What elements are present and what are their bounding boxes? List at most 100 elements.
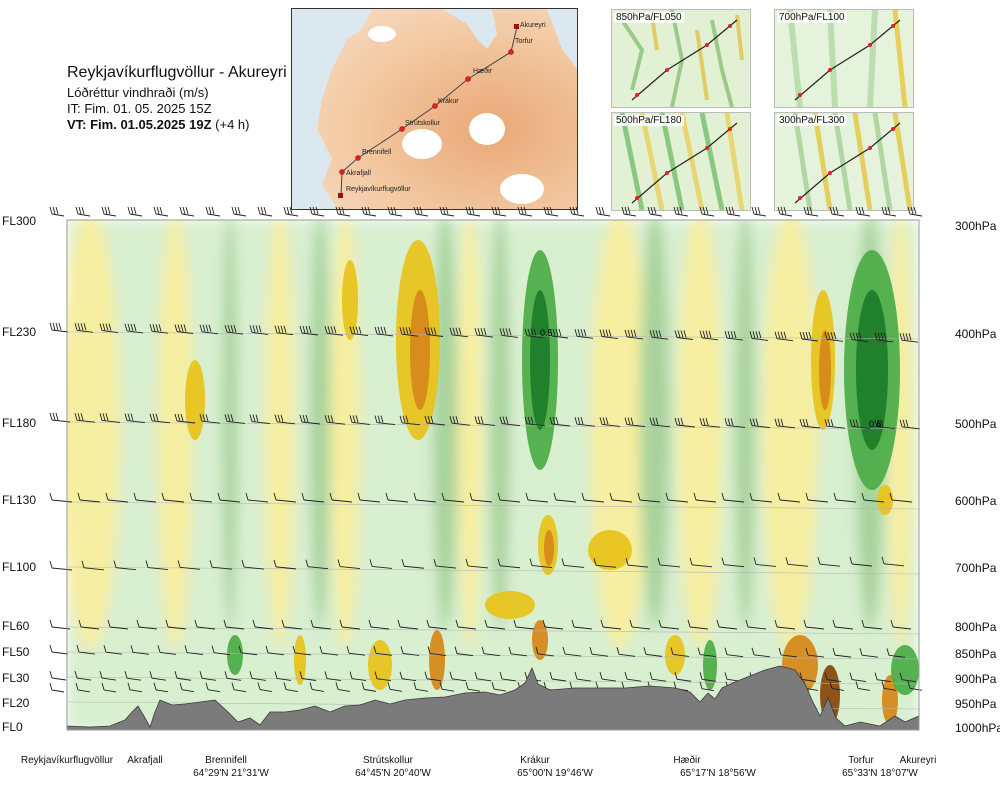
thumbnail-300hpa[interactable]: 300hPa/FL300 — [774, 112, 914, 211]
barb-feather — [355, 326, 359, 334]
route-map-graphic: Akureyri Torfur Hæðir Krákur Strútskollu… — [292, 9, 577, 209]
barb-feather — [136, 619, 140, 628]
y-left-tick: FL20 — [2, 696, 30, 710]
barb-feather — [458, 327, 462, 335]
valid-time: VT: Fim. 01.05.2025 19Z (+4 h) — [67, 117, 249, 132]
barb-staff — [831, 213, 845, 217]
wind-cell — [891, 645, 919, 695]
barb-feather — [630, 417, 634, 425]
barb-staff — [151, 330, 169, 334]
wind-barb — [241, 559, 265, 570]
wind-barb — [774, 619, 796, 630]
barb-staff — [77, 689, 91, 693]
wind-cell — [227, 635, 243, 675]
barb-feather — [830, 419, 834, 427]
barb-staff — [576, 678, 592, 682]
barb-feather — [327, 415, 331, 423]
barb-staff — [276, 421, 296, 425]
barb-feather — [383, 326, 387, 335]
wind-barb — [616, 647, 636, 657]
wind-barb — [199, 414, 221, 424]
wind-barb — [174, 671, 192, 681]
wind-barb — [74, 413, 96, 423]
barb-staff — [651, 678, 667, 682]
wind-barb — [224, 324, 244, 335]
barb-staff — [201, 420, 221, 424]
barb-staff — [675, 213, 689, 217]
barb-feather — [730, 418, 734, 426]
barb-feather — [624, 206, 628, 215]
wind-barb — [859, 648, 879, 658]
wind-barb — [424, 327, 444, 337]
barb-feather — [889, 492, 893, 501]
wind-barb — [184, 645, 204, 655]
barb-staff — [476, 334, 494, 338]
barb-feather — [452, 327, 456, 335]
barb-staff — [348, 652, 366, 656]
barb-staff — [240, 652, 258, 656]
barb-feather — [230, 324, 234, 333]
barb-feather — [702, 330, 706, 338]
x-location-name: Strútskollur — [362, 755, 414, 766]
barb-feather — [913, 206, 917, 215]
wind-barb — [803, 619, 825, 630]
barb-staff — [301, 332, 319, 336]
barb-feather — [699, 206, 703, 215]
barb-feather — [474, 327, 478, 336]
wind-barb — [805, 647, 825, 658]
thumbnail-label: 700hPa/FL100 — [777, 12, 847, 23]
barb-feather — [625, 557, 629, 566]
barb-staff — [476, 422, 496, 426]
barb-feather — [884, 206, 888, 215]
barb-staff — [51, 651, 69, 655]
wind-barb — [674, 330, 694, 340]
y-right-tick: 850hPa — [955, 647, 997, 661]
barb-staff — [471, 499, 493, 503]
barb-feather — [153, 206, 157, 215]
barb-feather — [161, 492, 165, 501]
barb-staff — [787, 563, 809, 567]
barb-feather — [364, 206, 368, 215]
wind-barb — [77, 492, 101, 503]
barb-staff — [285, 689, 299, 692]
wind-barb — [399, 671, 417, 682]
barb-staff — [861, 654, 879, 658]
barb-staff — [201, 677, 217, 681]
barb-staff — [101, 677, 117, 681]
barb-feather — [205, 324, 209, 332]
barb-feather — [802, 418, 806, 427]
barb-feather — [258, 325, 262, 333]
barb-staff — [876, 339, 894, 343]
barb-staff — [718, 626, 738, 630]
barb-feather — [809, 206, 813, 215]
barb-staff — [109, 626, 129, 630]
wind-barb — [689, 557, 713, 568]
barb-feather — [330, 326, 334, 334]
barb-feather — [368, 619, 372, 628]
barb-staff — [779, 499, 801, 503]
thumbnail-700hpa[interactable]: 700hPa/FL100 — [774, 9, 914, 108]
barb-staff — [103, 213, 117, 217]
y-left-tick: FL50 — [2, 645, 30, 659]
barb-staff — [476, 678, 492, 682]
thumbnail-500hpa[interactable]: 500hPa/FL180 — [611, 112, 751, 211]
barb-feather — [524, 416, 528, 424]
barb-feather — [341, 206, 345, 215]
barb-staff — [51, 567, 73, 571]
wind-barb — [517, 206, 533, 217]
wind-barb — [189, 492, 213, 503]
barb-feather — [78, 619, 82, 628]
barb-staff — [909, 687, 923, 691]
barb-feather — [687, 619, 691, 628]
wind-cell — [410, 290, 430, 410]
barb-feather — [81, 560, 85, 568]
barb-feather — [52, 412, 56, 421]
barb-feather — [401, 559, 405, 567]
thumbnail-850hpa[interactable]: 850hPa/FL050 — [611, 9, 751, 108]
wind-barb — [165, 619, 187, 630]
barb-feather — [305, 559, 309, 567]
wind-barb — [274, 414, 296, 425]
wind-barb — [413, 492, 437, 503]
barb-staff — [576, 335, 594, 339]
x-location-coord: 65°00'N 19°46'W — [517, 768, 593, 779]
